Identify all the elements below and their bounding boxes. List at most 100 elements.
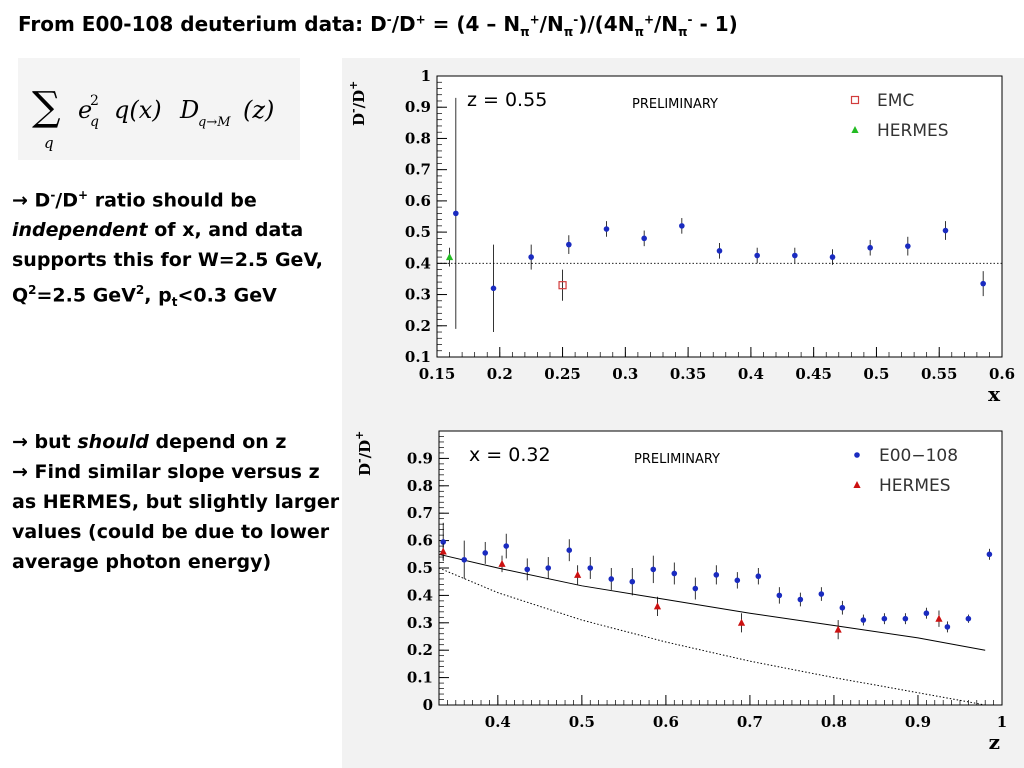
data-point (944, 624, 951, 630)
data-point (671, 570, 678, 577)
y-tick-label: 0.9 (407, 449, 433, 467)
data-point (905, 243, 911, 249)
x-tick-label: 0.25 (544, 365, 581, 383)
y-tick-label: 0.1 (405, 348, 431, 366)
legend-label: EMC (877, 91, 914, 111)
data-point (482, 550, 489, 556)
bullet-text: Find similar slope versus z as HERMES, b… (12, 461, 340, 573)
data-point (851, 126, 859, 133)
data-point (608, 576, 615, 582)
data-point (839, 604, 846, 611)
title-sub: π (678, 25, 688, 39)
y-tick-label: 0.4 (407, 586, 433, 604)
formula-box: ∑ q e 2 q q(x) D q→M (z) (18, 58, 300, 160)
data-point (734, 577, 741, 584)
data-point (716, 248, 723, 254)
title-text: /D (391, 12, 416, 36)
y-tick-label: 0.8 (405, 129, 431, 147)
bullet-text: but (27, 431, 78, 453)
data-point (566, 547, 573, 553)
data-point (792, 252, 798, 259)
formula-e: e (78, 96, 92, 124)
chart-panel-x: 0.1 0.2 0.3 0.4 0.5 0.6 0.7 0.8 0.9 1 0.15 0.2 0.25 0… (342, 58, 1024, 418)
y-tick-label: 0.7 (405, 161, 431, 179)
x-tick-label: 0.6 (653, 713, 679, 731)
preliminary-label: PRELIMINARY (632, 97, 718, 112)
bullet-text: <0.3 GeV (177, 284, 277, 307)
formula-e-sup: 2 (90, 93, 99, 109)
data-point (867, 244, 873, 251)
y-tick-label: 0.2 (407, 641, 433, 659)
y-tick-label: 0.3 (407, 614, 433, 632)
x-tick-label: 0.9 (905, 713, 931, 731)
x-tick-label: 0.2 (487, 365, 513, 383)
arrow-icon: → (12, 189, 28, 212)
y-tick-label: 0.8 (407, 477, 433, 495)
data-point (440, 539, 447, 545)
bullet-italic: independent (12, 219, 148, 242)
title-sup: - (687, 12, 693, 27)
title-sup: - (573, 12, 579, 27)
bullet-text: depend on z (148, 431, 287, 453)
bullet-text: =2.5 GeV (36, 284, 136, 307)
x-tick-label: 0.5 (569, 713, 595, 731)
data-point (587, 565, 594, 571)
data-point (980, 280, 986, 287)
title-text: )/(4N (578, 12, 635, 36)
title-text: /N (654, 12, 679, 36)
sum-index: q (44, 134, 54, 152)
data-point (923, 610, 930, 617)
title-sup: - (386, 12, 392, 27)
title-sub: π (563, 25, 574, 39)
data-point (986, 551, 993, 558)
panel-annotation: z = 0.55 (467, 89, 547, 111)
bullet-italic: should (77, 431, 149, 453)
data-point (881, 615, 888, 622)
title-sub: π (634, 25, 644, 39)
data-point (834, 625, 842, 633)
bullet-sup: + (78, 188, 89, 202)
y-tick-label: 0.6 (405, 192, 431, 210)
panel-annotation: x = 0.32 (469, 444, 551, 466)
formula-e-sub: q (90, 114, 99, 130)
data-point (524, 566, 531, 573)
data-point (965, 615, 972, 622)
formula-qx: q(x) (114, 96, 162, 124)
x-axis-label: x (988, 382, 1001, 406)
legend-label: HERMES (879, 476, 951, 496)
bullet-text: of x, and data supports this for W=2.5 G… (12, 219, 323, 307)
data-point (498, 559, 506, 567)
data-point (797, 596, 804, 603)
x-tick-label: 0.4 (485, 713, 511, 731)
y-axis-label: D-/D+ (347, 81, 368, 126)
data-point (490, 285, 497, 292)
data-point (603, 226, 610, 232)
data-point (850, 95, 860, 105)
arrow-icon: → (12, 431, 28, 453)
bullet-text: ratio should be (88, 189, 257, 212)
formula-D-sub: q→M (198, 115, 231, 130)
data-point (650, 566, 657, 573)
title-text: From E00-108 deuterium data: D (18, 12, 387, 36)
chart-x-dependence: 0.1 0.2 0.3 0.4 0.5 0.6 0.7 0.8 0.9 1 0.15 0.2 0.25 0… (347, 67, 1015, 406)
x-tick-label: 0.55 (921, 365, 958, 383)
x-tick-label: 0.3 (612, 365, 638, 383)
data-point (754, 252, 760, 259)
data-point (854, 452, 860, 458)
y-tick-label: 0.5 (405, 223, 431, 241)
data-point (453, 210, 459, 217)
data-point (776, 592, 783, 599)
data-point (445, 253, 454, 261)
sum-symbol: ∑ (32, 84, 61, 130)
x-tick-label: 1 (997, 713, 1007, 731)
data-point (653, 602, 662, 610)
data-point (629, 578, 636, 585)
y-tick-label: 0 (423, 696, 433, 714)
legend-label: E00−108 (879, 446, 958, 466)
y-tick-label: 0.2 (405, 317, 431, 335)
x-tick-label: 0.8 (821, 713, 847, 731)
data-point (860, 617, 867, 623)
data-point (755, 573, 762, 580)
chart-panel-z: 0 0.1 0.2 0.3 0.4 0.5 0.6 0.7 0.8 0.9 0.4 0.5 0.6 0.7… (342, 418, 1024, 768)
y-tick-label: 0.3 (405, 286, 431, 304)
